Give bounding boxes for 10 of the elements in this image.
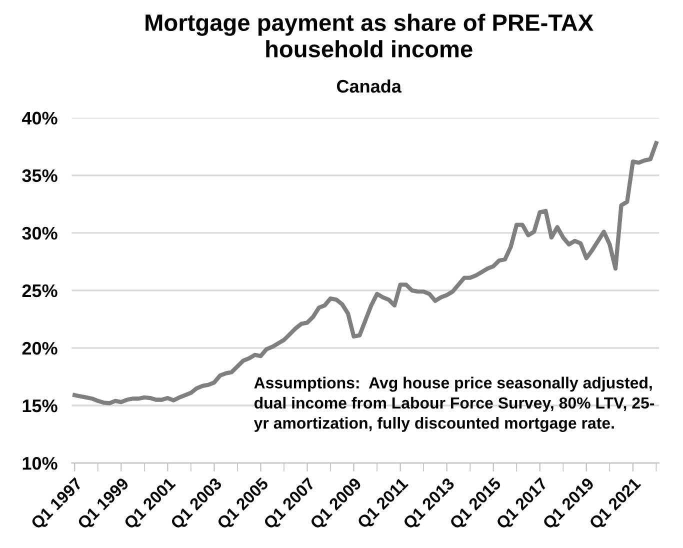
chart-subtitle: Canada — [336, 79, 402, 93]
y-tick-label: 30% — [22, 226, 58, 240]
annotation: Assumptions: Avg house price seasonally adjusted, dual income from Labour Force Survey, 80% LTV, 25- yr amortization, fully discounted mortgage rate. — [254, 376, 654, 432]
y-tick-label: 15% — [22, 400, 58, 412]
y-tick-label: 20% — [22, 342, 58, 355]
y-tick-label: 40% — [22, 112, 58, 125]
chart-title: Mortgage payment as share of PRE-TAX household income — [146, 14, 594, 58]
y-tick-label: 10% — [22, 456, 58, 470]
y-tick-label: 25% — [22, 284, 58, 298]
y-tick-label: 35% — [22, 169, 58, 182]
